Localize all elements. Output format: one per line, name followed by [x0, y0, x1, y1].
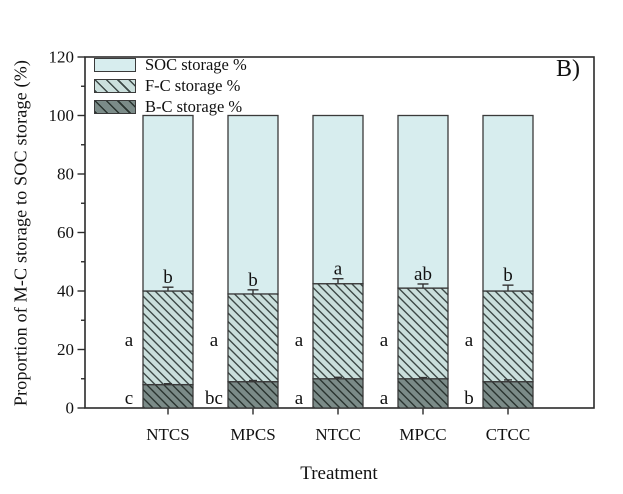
sig-letter-middle: a — [295, 330, 304, 351]
legend-label-bc: B-C storage % — [145, 97, 243, 116]
bar-segment-f-c — [142, 290, 194, 386]
legend-item-bc: B-C storage % — [94, 97, 247, 116]
sig-letter-bottom: bc — [205, 388, 223, 409]
y-axis-tick-labels: 0 20 40 60 80 100 120 — [49, 48, 75, 418]
legend-label-soc: SOC storage % — [145, 55, 247, 74]
sig-letter-top: b — [163, 267, 173, 288]
y-axis — [77, 56, 85, 409]
svg-text:MPCC: MPCC — [399, 425, 446, 444]
x-axis-tick-labels: NTCS MPCS NTCC MPCC CTCC — [146, 425, 530, 444]
legend-swatch-soc-icon — [94, 58, 136, 72]
svg-text:CTCC: CTCC — [486, 425, 530, 444]
sig-letter-middle: a — [210, 330, 219, 351]
svg-text:20: 20 — [57, 340, 74, 359]
sig-letter-bottom: a — [295, 388, 304, 409]
svg-text:120: 120 — [49, 48, 75, 67]
bar-segment-f-c — [397, 287, 449, 380]
svg-text:80: 80 — [57, 165, 74, 184]
bar-segment-b-c — [397, 378, 449, 409]
bar-segment-b-c — [142, 383, 194, 409]
panel-label: B) — [556, 56, 580, 82]
legend: SOC storage % F-C storage % B-C storage … — [94, 55, 247, 120]
y-axis-title: Proportion of M-C storage to SOC storage… — [10, 59, 31, 407]
sig-letter-bottom: b — [464, 388, 474, 409]
bar-NTCC — [312, 114, 364, 409]
svg-text:60: 60 — [57, 223, 74, 242]
bar-segment-b-c — [312, 378, 364, 409]
sig-letter-top: ab — [414, 264, 432, 285]
bar-segment-soc — [227, 114, 279, 295]
sig-letter-top: b — [248, 270, 258, 291]
svg-text:MPCS: MPCS — [230, 425, 275, 444]
legend-item-fc: F-C storage % — [94, 76, 247, 95]
legend-swatch-fc-icon — [94, 79, 136, 93]
bar-segment-f-c — [482, 290, 534, 383]
bars — [142, 114, 534, 409]
bar-segment-soc — [142, 114, 194, 292]
bar-segment-soc — [312, 114, 364, 285]
bar-CTCC — [482, 114, 534, 409]
bar-NTCS — [142, 114, 194, 409]
svg-text:100: 100 — [49, 106, 75, 125]
sig-letter-bottom: a — [380, 388, 389, 409]
bar-MPCC — [397, 114, 449, 409]
legend-swatch-bc-icon — [94, 100, 136, 114]
sig-letter-bottom: c — [125, 388, 133, 409]
sig-letter-middle: a — [465, 330, 474, 351]
bar-segment-f-c — [227, 293, 279, 383]
svg-text:NTCC: NTCC — [315, 425, 360, 444]
bar-segment-b-c — [227, 381, 279, 409]
x-axis-title: Treatment — [300, 463, 378, 484]
bar-segment-soc — [397, 114, 449, 289]
svg-text:40: 40 — [57, 282, 74, 301]
x-axis — [167, 408, 509, 415]
legend-item-soc: SOC storage % — [94, 55, 247, 74]
sig-letter-middle: a — [125, 330, 134, 351]
svg-text:NTCS: NTCS — [146, 425, 189, 444]
sig-letter-middle: a — [380, 330, 389, 351]
svg-text:0: 0 — [66, 399, 75, 418]
bar-MPCS — [227, 114, 279, 409]
sig-letter-top: b — [503, 265, 513, 286]
legend-label-fc: F-C storage % — [145, 76, 241, 95]
bar-segment-f-c — [312, 283, 364, 380]
sig-letter-top: a — [334, 259, 343, 280]
bar-segment-b-c — [482, 381, 534, 409]
error-bars — [162, 278, 514, 385]
